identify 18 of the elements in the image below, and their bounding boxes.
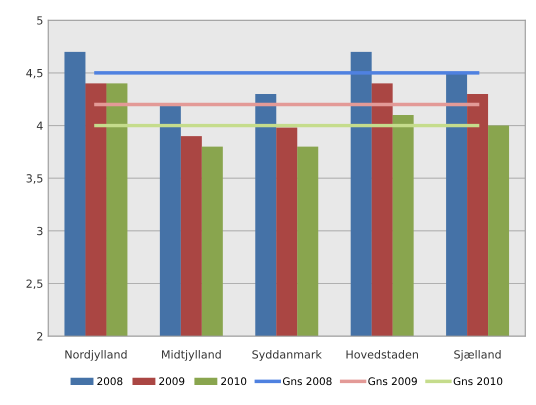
y-tick-label: 3,5 [26,174,42,184]
y-tick-label: 2 [37,332,42,340]
y-tick-label: 4,5 [26,69,42,78]
x-tick-label: Syddanmark [252,350,322,361]
legend-label: 2008 [97,377,122,386]
x-tick-label: Midtjylland [162,350,221,361]
y-tick-label: 3 [37,226,42,236]
y-tick-label: 2,5 [26,279,42,290]
x-tick-label: Hovedstaden [346,350,418,359]
legend-label: Gns 2008 [282,377,332,386]
legend-label: Gns 2009 [368,377,417,386]
y-tick-label: 5 [37,16,42,25]
legend-label: Gns 2010 [454,377,502,386]
legend-label: 2009 [159,377,184,386]
x-tick-label: Nordjylland [65,350,127,361]
legend-label: 2010 [221,377,246,386]
y-tick-label: 4 [36,122,43,130]
x-tick-label: Sjælland [454,350,501,361]
